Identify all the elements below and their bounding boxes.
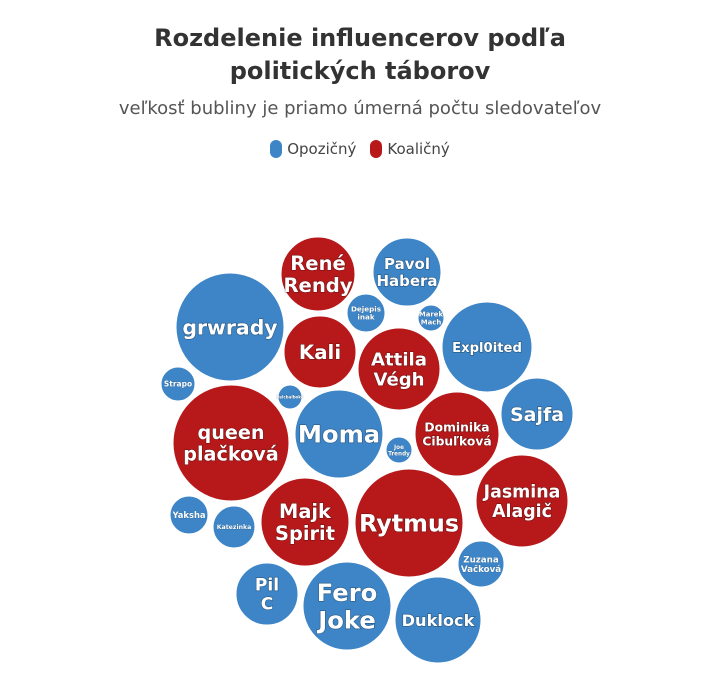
bubble-label-pelcbalboko: Pelcbalboko <box>276 394 303 399</box>
legend-label-koalicny: Koaličný <box>387 140 450 158</box>
bubble-label-marek-mach: Marek Mach <box>419 311 444 327</box>
bubble-pavol-habera[interactable]: Pavol Habera <box>372 237 442 307</box>
bubble-rytmus[interactable]: Rytmus <box>354 468 464 578</box>
bubble-circle-pelcbalboko[interactable] <box>277 384 303 410</box>
bubble-circle-attila-vegh[interactable] <box>357 327 441 411</box>
bubble-circle-fero-joke[interactable] <box>302 561 392 651</box>
bubble-fero-joke[interactable]: Fero Joke <box>302 561 392 651</box>
bubble-expl0ited[interactable]: Expl0ited <box>441 301 533 393</box>
bubble-marek-mach[interactable]: Marek Mach <box>417 304 445 332</box>
bubble-sajfa[interactable]: Sajfa <box>500 377 574 451</box>
bubble-joe-trendy[interactable]: Joe Trendy <box>385 436 413 464</box>
bubble-grwrady[interactable]: grwrady <box>175 272 285 382</box>
bubble-circle-pil-c[interactable] <box>235 562 299 626</box>
bubble-label-duklock: Duklock <box>402 611 476 630</box>
bubble-circle-dejepis-inak[interactable] <box>346 293 386 333</box>
bubble-label-pavol-habera: Pavol Habera <box>376 255 437 290</box>
bubble-queen-plackova[interactable]: queen plačková <box>172 384 290 502</box>
bubble-label-katezinka: Katezinka <box>217 524 252 531</box>
legend-swatch-opozicny <box>270 140 283 158</box>
bubble-label-grwrady: grwrady <box>182 315 277 339</box>
bubble-dejepis-inak[interactable]: Dejepis inak <box>346 293 386 333</box>
bubble-label-sajfa: Sajfa <box>510 404 564 426</box>
bubble-duklock[interactable]: Duklock <box>394 576 482 664</box>
bubble-label-zuzana-vackova: Zuzana Vačková <box>461 555 501 575</box>
bubble-circle-rene-rendy[interactable] <box>280 236 356 312</box>
bubble-label-pil-c: Pil C <box>255 576 279 615</box>
chart-subtitle: veľkosť bubliny je priamo úmerná počtu s… <box>118 98 602 119</box>
bubble-circle-pavol-habera[interactable] <box>372 237 442 307</box>
legend-swatch-koalicny <box>370 140 383 158</box>
bubble-circle-joe-trendy[interactable] <box>385 436 413 464</box>
bubble-label-yaksha: Yaksha <box>171 510 205 520</box>
bubble-label-rene-rendy: René Rendy <box>283 252 352 297</box>
bubble-label-dejepis-inak: Dejepis inak <box>351 305 381 322</box>
legend-label-opozicny: Opozičný <box>287 140 357 158</box>
bubble-label-rytmus: Rytmus <box>359 510 459 538</box>
bubble-label-jasmina-alagic: Jasmina Alagič <box>483 483 561 523</box>
bubble-circle-zuzana-vackova[interactable] <box>457 540 505 588</box>
legend: Opozičný Koaličný <box>0 140 720 158</box>
bubble-label-queen-plackova: queen plačková <box>183 421 279 465</box>
bubble-circle-strapo[interactable] <box>160 366 196 402</box>
bubble-label-kali: Kali <box>299 341 341 364</box>
bubble-circle-rytmus[interactable] <box>354 468 464 578</box>
bubble-moma[interactable]: Moma <box>294 389 384 479</box>
bubble-strapo[interactable]: Strapo <box>160 366 196 402</box>
bubble-katezinka[interactable]: Katezinka <box>212 505 256 549</box>
bubble-rene-rendy[interactable]: René Rendy <box>280 236 356 312</box>
bubble-label-attila-vegh: Attila Végh <box>371 349 427 390</box>
legend-item-koalicny[interactable]: Koaličný <box>370 140 450 158</box>
bubble-kali[interactable]: Kali <box>283 315 357 389</box>
bubble-circle-majk-spirit[interactable] <box>260 477 350 567</box>
bubble-zuzana-vackova[interactable]: Zuzana Vačková <box>457 540 505 588</box>
bubble-label-majk-spirit: Majk Spirit <box>275 500 335 545</box>
chart-title: Rozdelenie influencerov podľa politickýc… <box>154 24 566 85</box>
bubble-circle-sajfa[interactable] <box>500 377 574 451</box>
bubble-circle-marek-mach[interactable] <box>417 304 445 332</box>
bubble-label-strapo: Strapo <box>164 380 192 389</box>
bubble-circle-yaksha[interactable] <box>169 495 209 535</box>
bubble-circle-katezinka[interactable] <box>212 505 256 549</box>
bubble-yaksha[interactable]: Yaksha <box>169 495 209 535</box>
bubble-label-joe-trendy: Joe Trendy <box>388 445 410 457</box>
legend-item-opozicny[interactable]: Opozičný <box>270 140 356 158</box>
bubble-circle-expl0ited[interactable] <box>441 301 533 393</box>
bubble-circle-dominika-cibulkova[interactable] <box>414 391 500 477</box>
bubble-circle-moma[interactable] <box>294 389 384 479</box>
bubble-dominika-cibulkova[interactable]: Dominika Cibuľková <box>414 391 500 477</box>
bubble-circle-duklock[interactable] <box>394 576 482 664</box>
bubble-majk-spirit[interactable]: Majk Spirit <box>260 477 350 567</box>
bubble-label-fero-joke: Fero Joke <box>316 579 377 634</box>
bubble-label-expl0ited: Expl0ited <box>452 341 522 356</box>
bubble-circle-grwrady[interactable] <box>175 272 285 382</box>
bubble-circle-queen-plackova[interactable] <box>172 384 290 502</box>
bubble-attila-vegh[interactable]: Attila Végh <box>357 327 441 411</box>
bubble-circle-jasmina-alagic[interactable] <box>475 454 569 548</box>
bubble-pil-c[interactable]: Pil C <box>235 562 299 626</box>
bubble-label-dominika-cibulkova: Dominika Cibuľková <box>422 421 491 449</box>
bubble-jasmina-alagic[interactable]: Jasmina Alagič <box>475 454 569 548</box>
bubble-label-moma: Moma <box>298 421 380 449</box>
bubble-pelcbalboko[interactable]: Pelcbalboko <box>276 384 304 410</box>
bubble-circle-kali[interactable] <box>283 315 357 389</box>
